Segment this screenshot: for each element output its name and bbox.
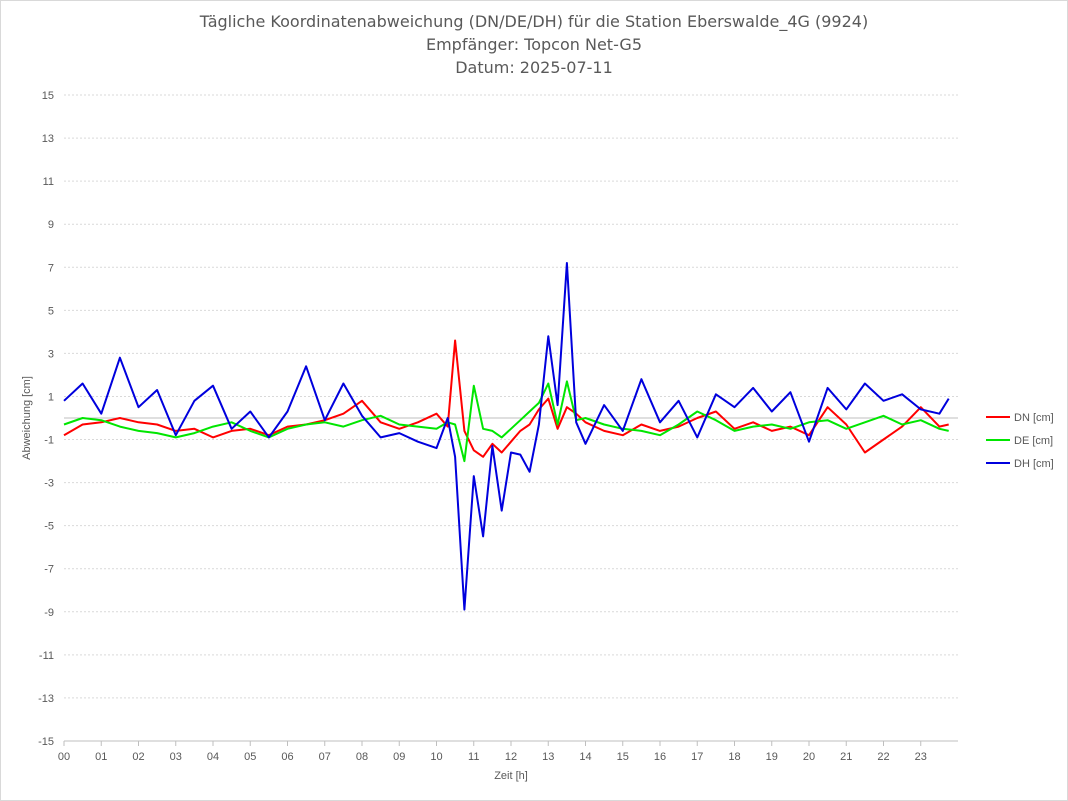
- x-tick-label: 05: [244, 751, 256, 763]
- x-tick-label: 00: [58, 751, 70, 763]
- x-tick-label: 17: [691, 751, 703, 763]
- chart-title-line-3: Datum: 2025-07-11: [455, 58, 613, 77]
- series-layer: [63, 262, 950, 611]
- x-tick-label: 02: [132, 751, 144, 763]
- x-tick-label: 12: [505, 751, 517, 763]
- y-tick-label: 13: [42, 133, 54, 145]
- y-tick-label: 9: [48, 219, 54, 231]
- x-tick-label: 07: [319, 751, 331, 763]
- x-tick-label: 11: [468, 751, 479, 763]
- legend-label: DH [cm]: [1014, 458, 1054, 470]
- x-tick-label: 13: [542, 751, 554, 763]
- legend-label: DE [cm]: [1014, 435, 1053, 447]
- y-tick-label: -15: [38, 736, 54, 748]
- x-tick-label: 01: [95, 751, 107, 763]
- x-tick-label: 10: [430, 751, 442, 763]
- x-tick-label: 03: [170, 751, 182, 763]
- x-tick-label: 14: [579, 751, 591, 763]
- y-tick-label: 5: [48, 305, 54, 317]
- y-axis-title: Abweichung [cm]: [21, 376, 33, 460]
- legend: DN [cm] DE [cm] DH [cm]: [986, 412, 1054, 470]
- x-tick-label: 08: [356, 751, 368, 763]
- y-tick-label: -9: [44, 607, 54, 619]
- series-line-dh: [63, 262, 950, 611]
- axis-layer: 15 13 11 9 7 5 3 1 -1 -3 -5 -7 -9 -11 -13 -15 00 01 02 03 04…: [38, 90, 958, 763]
- x-tick-label: 23: [915, 751, 927, 763]
- y-tick-label: 3: [48, 348, 54, 360]
- y-tick-label: -5: [44, 521, 54, 533]
- legend-label: DN [cm]: [1014, 412, 1054, 424]
- x-tick-label: 18: [728, 751, 740, 763]
- y-tick-label: 11: [43, 176, 54, 188]
- series-line-de: [63, 380, 949, 463]
- y-tick-label: -11: [39, 650, 54, 662]
- x-tick-label: 16: [654, 751, 666, 763]
- x-tick-label: 19: [766, 751, 778, 763]
- y-tick-label: 15: [42, 90, 54, 102]
- chart-title-line-2: Empfänger: Topcon Net-G5: [425, 35, 643, 54]
- x-tick-label: 04: [207, 751, 219, 763]
- y-tick-label: -3: [44, 478, 54, 490]
- x-axis-title: Zeit [h]: [494, 770, 528, 782]
- x-tick-label: 21: [840, 751, 852, 763]
- x-tick-label: 15: [617, 751, 629, 763]
- chart-title-line-1: Tägliche Koordinatenabweichung (DN/DE/DH…: [199, 12, 869, 31]
- x-tick-label: 06: [281, 751, 293, 763]
- y-tick-label: -7: [44, 564, 54, 576]
- y-tick-label: -1: [44, 435, 54, 447]
- y-tick-label: 7: [48, 262, 54, 274]
- x-tick-label: 20: [803, 751, 815, 763]
- x-tick-label: 22: [877, 751, 889, 763]
- x-tick-label: 09: [393, 751, 405, 763]
- y-tick-label: 1: [48, 391, 54, 403]
- grid-layer: [64, 94, 958, 742]
- y-tick-label: -13: [38, 693, 54, 705]
